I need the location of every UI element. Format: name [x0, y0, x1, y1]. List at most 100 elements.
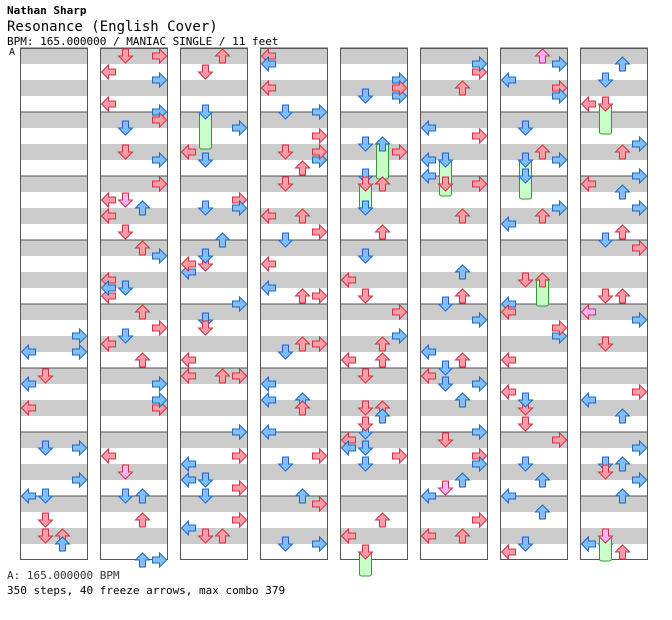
up-arrow-icon	[454, 264, 471, 280]
right-arrow-icon	[152, 247, 168, 265]
beat-stripe	[580, 464, 648, 480]
right-arrow-icon	[152, 551, 168, 569]
beat-stripe	[20, 400, 88, 416]
down-arrow-icon	[37, 368, 54, 384]
beat-stripe	[180, 432, 248, 448]
beat-stripe	[500, 432, 568, 448]
left-arrow-icon	[100, 95, 116, 113]
down-arrow-icon	[117, 224, 134, 240]
up-arrow-icon	[294, 208, 311, 224]
right-arrow-icon	[152, 375, 168, 393]
left-arrow-icon	[420, 527, 436, 545]
up-arrow-icon	[134, 552, 151, 568]
down-arrow-icon	[197, 152, 214, 168]
beat-stripe	[180, 528, 248, 544]
beat-stripe	[340, 112, 408, 128]
right-arrow-icon	[312, 143, 328, 161]
down-arrow-icon	[597, 232, 614, 248]
right-arrow-icon	[152, 391, 168, 409]
left-arrow-icon	[180, 519, 196, 537]
up-arrow-icon	[614, 544, 631, 560]
down-arrow-icon	[517, 168, 534, 184]
left-arrow-icon	[20, 487, 36, 505]
down-arrow-icon	[197, 320, 214, 336]
right-arrow-icon	[472, 175, 488, 193]
left-arrow-icon	[500, 543, 516, 561]
beat-stripe	[20, 464, 88, 480]
right-arrow-icon	[72, 327, 88, 345]
down-arrow-icon	[437, 360, 454, 376]
beat-stripe	[180, 144, 248, 160]
beat-stripe	[420, 304, 488, 320]
left-arrow-icon	[420, 343, 436, 361]
beat-stripe	[100, 400, 168, 416]
up-arrow-icon	[294, 488, 311, 504]
beat-stripe	[20, 496, 88, 512]
left-arrow-icon	[180, 255, 196, 273]
right-arrow-icon	[552, 151, 568, 169]
down-arrow-icon	[277, 344, 294, 360]
down-arrow-icon	[597, 96, 614, 112]
chart-column-border	[340, 48, 408, 560]
down-arrow-icon	[517, 152, 534, 168]
chart-column-border	[180, 48, 248, 560]
up-arrow-icon	[614, 224, 631, 240]
up-arrow-icon	[214, 232, 231, 248]
down-arrow-icon	[277, 232, 294, 248]
beat-stripe	[260, 336, 328, 352]
left-arrow-icon	[420, 119, 436, 137]
beat-stripe	[580, 496, 648, 512]
beat-stripe	[260, 80, 328, 96]
down-arrow-icon	[357, 456, 374, 472]
down-arrow-icon	[117, 328, 134, 344]
beat-stripe	[100, 144, 168, 160]
beat-stripe	[580, 208, 648, 224]
beat-stripe	[500, 400, 568, 416]
right-arrow-icon	[232, 119, 248, 137]
down-arrow-icon	[117, 192, 134, 208]
beat-stripe	[180, 208, 248, 224]
left-arrow-icon	[420, 151, 436, 169]
beat-stripe	[340, 272, 408, 288]
beat-stripe	[180, 304, 248, 320]
up-arrow-icon	[214, 528, 231, 544]
down-arrow-icon	[357, 400, 374, 416]
up-arrow-icon	[214, 48, 231, 64]
right-arrow-icon	[472, 127, 488, 145]
down-arrow-icon	[197, 248, 214, 264]
right-arrow-icon	[312, 223, 328, 241]
beat-stripe	[100, 432, 168, 448]
right-arrow-icon	[312, 495, 328, 513]
right-arrow-icon	[152, 175, 168, 193]
beat-stripe	[420, 432, 488, 448]
beat-stripe	[500, 80, 568, 96]
up-arrow-icon	[534, 504, 551, 520]
beat-stripe	[20, 432, 88, 448]
right-arrow-icon	[392, 143, 408, 161]
right-arrow-icon	[632, 199, 648, 217]
beat-stripe	[20, 208, 88, 224]
right-arrow-icon	[232, 479, 248, 497]
right-arrow-icon	[232, 511, 248, 529]
left-arrow-icon	[100, 335, 116, 353]
down-arrow-icon	[357, 288, 374, 304]
down-arrow-icon	[437, 296, 454, 312]
up-arrow-icon	[454, 288, 471, 304]
beat-stripe	[500, 336, 568, 352]
down-arrow-icon	[37, 488, 54, 504]
up-arrow-icon	[374, 512, 391, 528]
left-arrow-icon	[340, 271, 356, 289]
up-arrow-icon	[134, 488, 151, 504]
right-arrow-icon	[72, 471, 88, 489]
down-arrow-icon	[437, 376, 454, 392]
right-arrow-icon	[152, 319, 168, 337]
beat-stripe	[420, 48, 488, 64]
right-arrow-icon	[632, 439, 648, 457]
beat-stripe	[260, 400, 328, 416]
beat-stripe	[500, 176, 568, 192]
right-arrow-icon	[472, 55, 488, 73]
right-arrow-icon	[552, 199, 568, 217]
left-arrow-icon	[500, 71, 516, 89]
beat-stripe	[20, 176, 88, 192]
up-arrow-icon	[454, 352, 471, 368]
